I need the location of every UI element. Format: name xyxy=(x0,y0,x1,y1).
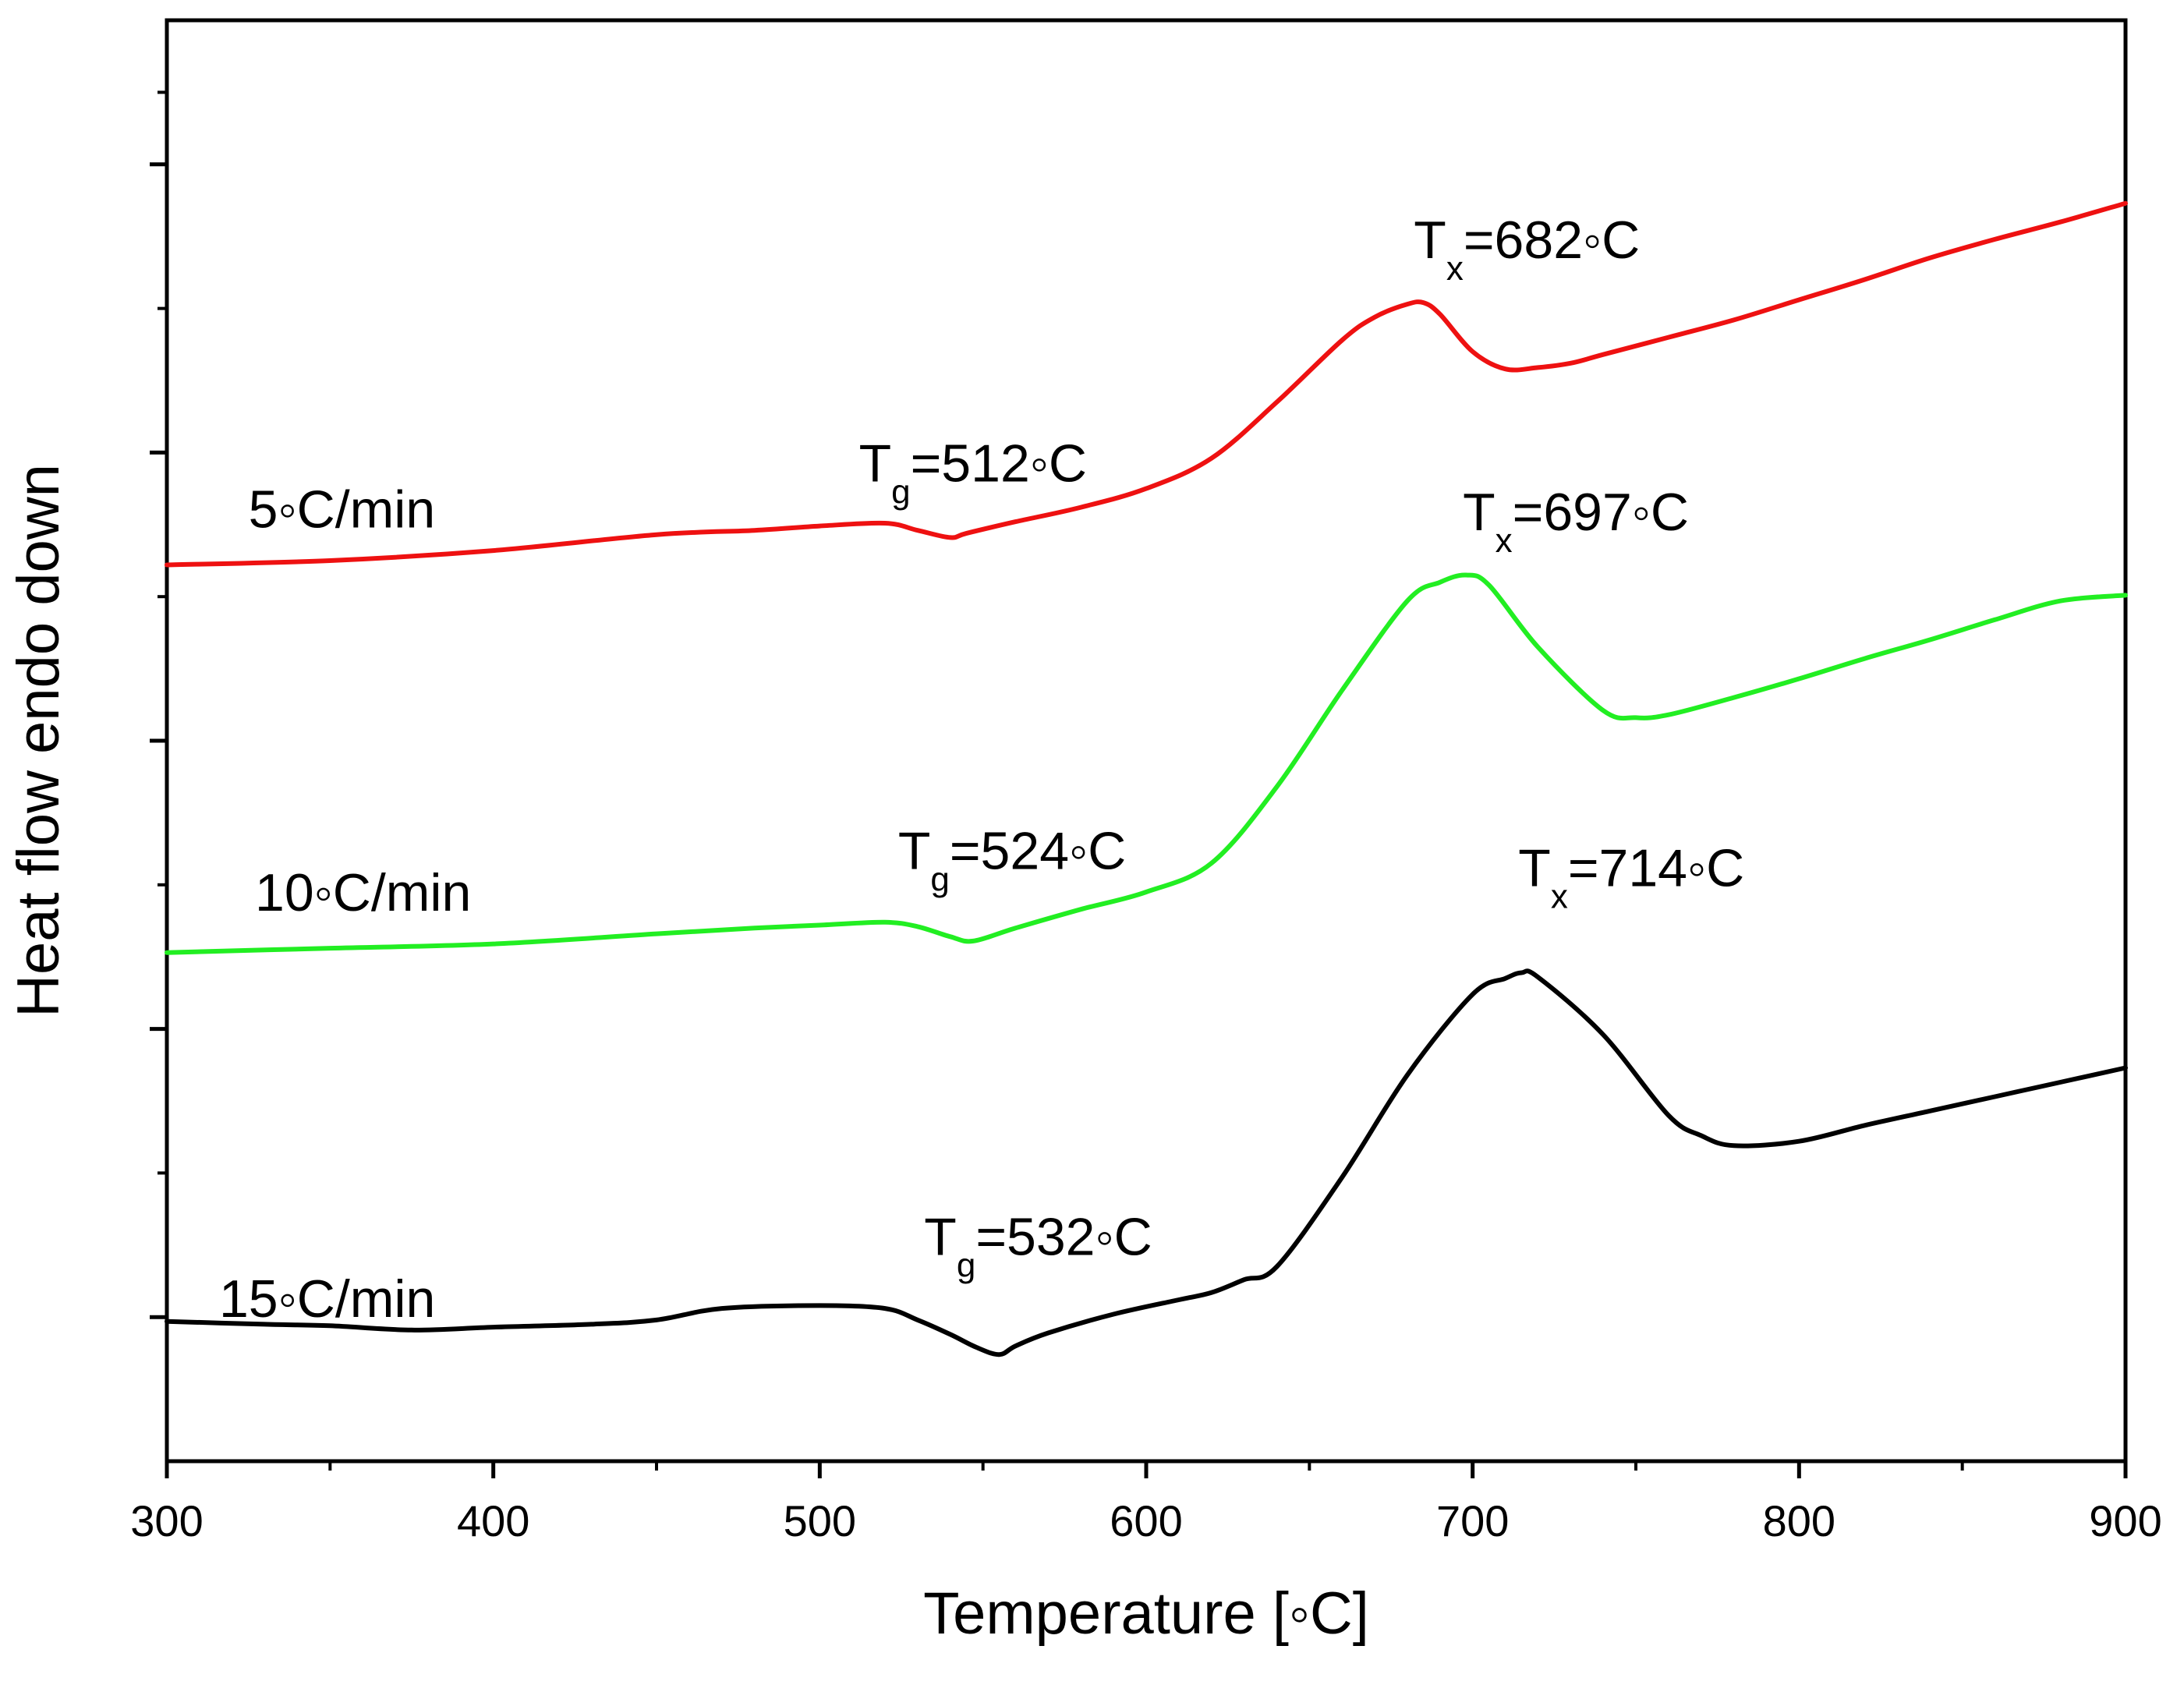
rate-label-2: 15◦C/min xyxy=(219,1269,435,1329)
annotation-3: Tg=524◦C xyxy=(898,821,1126,898)
y-axis-title: Heat flow endo down xyxy=(5,464,72,1018)
annotation-0: Tx=682◦C xyxy=(1414,211,1640,288)
x-tick-label-700: 700 xyxy=(1436,1496,1509,1545)
x-tick-label-300: 300 xyxy=(130,1496,203,1545)
annotation-5: Tg=532◦C xyxy=(924,1208,1152,1285)
rate-label-0: 5◦C/min xyxy=(249,480,435,539)
annotation-1: Tg=512◦C xyxy=(859,434,1087,511)
x-tick-label-600: 600 xyxy=(1110,1496,1182,1545)
series-line-0 xyxy=(165,200,2128,568)
series-line-2 xyxy=(165,968,2128,1357)
series-line-1 xyxy=(165,572,2128,955)
data-series xyxy=(165,200,2128,1357)
x-axis-title: Temperature [◦C] xyxy=(923,1580,1369,1647)
x-tick-label-400: 400 xyxy=(457,1496,529,1545)
annotation-2: Tx=697◦C xyxy=(1463,483,1689,560)
annotation-4: Tx=714◦C xyxy=(1518,839,1744,916)
chart-labels: 5◦C/min 10◦C/min 15◦C/min Tx=682◦C Tg=512◦C T… xyxy=(219,211,1744,1329)
rate-label-1: 10◦C/min xyxy=(255,863,471,922)
x-tick-label-900: 900 xyxy=(2089,1496,2161,1545)
axis-ticks: 300 400 500 600 700 800 900 xyxy=(130,90,2162,1545)
x-tick-label-800: 800 xyxy=(1763,1496,1835,1545)
x-tick-label-500: 500 xyxy=(784,1496,856,1545)
